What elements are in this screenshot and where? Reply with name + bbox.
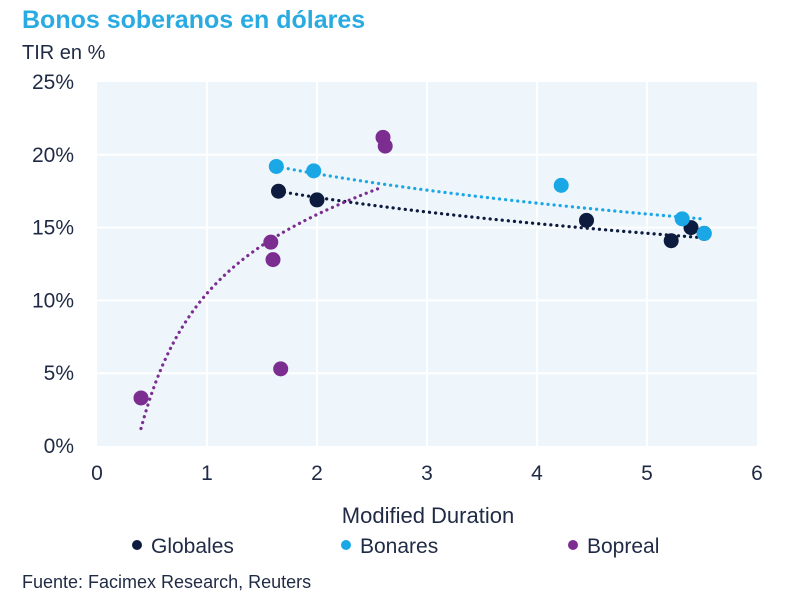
- y-tick-label: 15%: [32, 217, 74, 240]
- data-point-bopreal: [377, 138, 393, 154]
- data-point-bonares: [268, 158, 284, 174]
- data-point-bonares: [553, 177, 569, 193]
- legend-marker-bopreal: [568, 540, 578, 550]
- chart-title: Bonos soberanos en dólares: [22, 6, 366, 34]
- data-point-bopreal: [273, 361, 289, 377]
- data-point-bonares: [674, 211, 690, 227]
- trendline-bopreal: [139, 185, 385, 431]
- data-point-globales: [271, 183, 286, 199]
- x-tick-label: 6: [751, 462, 763, 485]
- x-tick-label: 4: [531, 462, 543, 485]
- y-tick-label: 20%: [32, 144, 74, 167]
- y-tick-label: 0%: [44, 435, 74, 458]
- data-point-bonares: [306, 163, 322, 179]
- y-tick-label: 5%: [44, 362, 74, 385]
- legend-marker-globales: [132, 540, 142, 550]
- data-point-bopreal: [133, 390, 149, 406]
- data-point-bonares: [696, 225, 712, 241]
- data-point-globales: [579, 212, 594, 228]
- data-point-bopreal: [265, 252, 281, 268]
- data-point-globales: [663, 233, 679, 249]
- source-note: Fuente: Facimex Research, Reuters: [22, 572, 312, 592]
- legend-label-globales: Globales: [151, 535, 234, 558]
- x-axis-label: Modified Duration: [342, 503, 514, 528]
- legend-marker-bonares: [341, 540, 351, 550]
- x-tick-label: 3: [421, 462, 433, 485]
- x-tick-label: 1: [201, 462, 213, 485]
- chart-subtitle: TIR en %: [22, 42, 106, 64]
- y-tick-label: 25%: [32, 71, 74, 94]
- x-tick-label: 0: [91, 462, 103, 485]
- data-point-globales: [309, 192, 325, 208]
- x-tick-label: 5: [641, 462, 653, 485]
- x-tick-label: 2: [311, 462, 323, 485]
- y-tick-label: 10%: [32, 289, 74, 312]
- legend-label-bonares: Bonares: [360, 535, 438, 558]
- data-point-bopreal: [263, 234, 279, 250]
- legend-label-bopreal: Bopreal: [587, 535, 659, 558]
